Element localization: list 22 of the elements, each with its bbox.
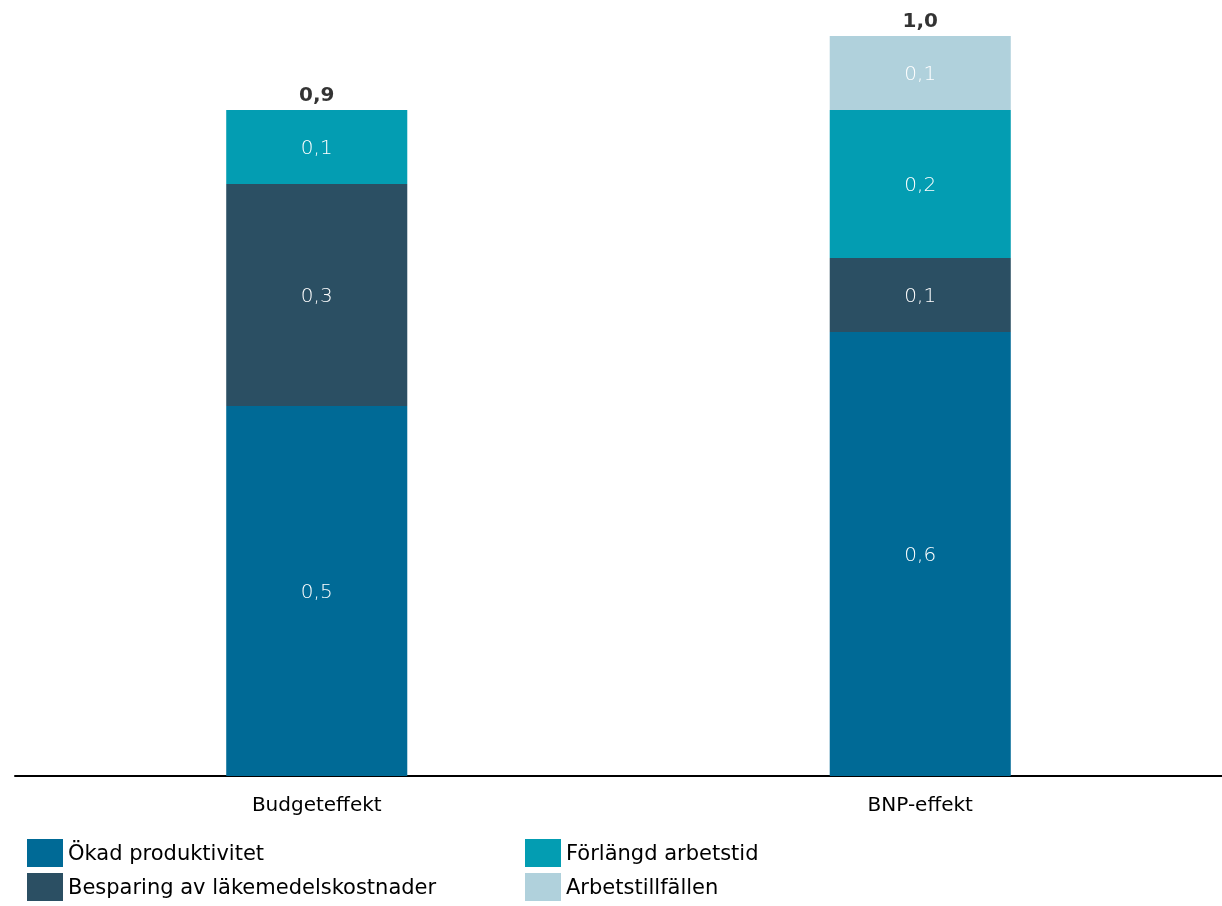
x-tick-label: Budgeteffekt: [251, 792, 382, 816]
bar: [829, 36, 1011, 110]
data-label: 0,5: [300, 579, 333, 603]
bar: [226, 110, 408, 184]
data-label: 0,1: [300, 135, 333, 159]
legend-label: Arbetstillfällen: [566, 875, 719, 899]
legend-label: Besparing av läkemedelskostnader: [68, 875, 437, 899]
x-tick-label: BNP-effekt: [867, 792, 974, 816]
legend-label: Ökad produktivitet: [68, 840, 265, 865]
bar: [829, 110, 1011, 258]
legend-label: Förlängd arbetstid: [566, 841, 759, 865]
data-label: 0,1: [904, 283, 937, 307]
data-label: 0,2: [904, 172, 937, 196]
data-label: 0,1: [904, 61, 937, 85]
total-label: 1,0: [902, 8, 938, 32]
bar: [829, 332, 1011, 776]
bar: [829, 258, 1011, 332]
total-label: 0,9: [299, 82, 335, 106]
bar: [226, 406, 408, 776]
bar: [226, 184, 408, 406]
data-label: 0,3: [300, 283, 333, 307]
data-label: 0,6: [904, 542, 937, 566]
